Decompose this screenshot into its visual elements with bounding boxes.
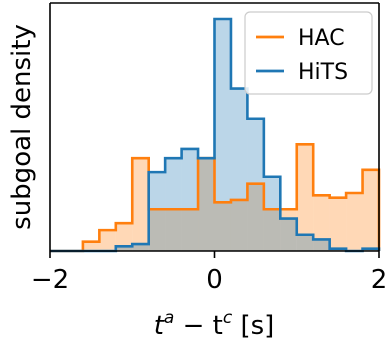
hits-bar: [263, 176, 281, 251]
hits-bar: [230, 88, 248, 251]
hac-bar: [82, 241, 100, 251]
hits-bar: [313, 239, 330, 251]
hits-bars: [115, 19, 379, 251]
y-axis-label: subgoal density: [7, 24, 37, 230]
hits-bar: [165, 158, 182, 251]
hac-bar: [313, 195, 330, 251]
hits-bar: [280, 218, 297, 251]
x-tick-label: −2: [31, 265, 69, 295]
hac-bar: [148, 209, 166, 251]
x-axis-label: ta − tc [s]: [154, 308, 275, 341]
legend-label-hits: HiTS: [298, 60, 348, 85]
hac-bar: [247, 183, 264, 251]
x-axis-ticks: −2 0 2: [31, 251, 386, 295]
hac-bar: [346, 193, 363, 251]
hac-bar: [362, 169, 379, 251]
hac-bar: [296, 144, 314, 251]
hac-bar: [230, 199, 248, 251]
legend-box: [244, 11, 373, 95]
hac-bar: [214, 202, 231, 251]
hits-bar: [214, 19, 231, 251]
hits-bar: [132, 244, 149, 251]
x-tick-label: 2: [371, 265, 386, 295]
hac-bar: [329, 197, 347, 251]
hac-bars: [82, 144, 379, 251]
hac-outline: [50, 142, 381, 253]
hac-bar: [115, 223, 133, 251]
hac-bar: [181, 209, 199, 251]
legend: HAC HiTS: [244, 11, 373, 95]
legend-label-hac: HAC: [298, 26, 345, 51]
hac-bar: [99, 230, 116, 251]
hits-bar: [115, 246, 133, 251]
hac-bar: [263, 209, 281, 251]
hits-bar: [198, 158, 215, 251]
hits-outline: [50, 17, 381, 253]
x-tick-label: 0: [206, 265, 223, 295]
hits-bar: [296, 234, 314, 251]
hac-bar: [132, 158, 149, 251]
hits-bar: [148, 172, 166, 251]
hac-bar: [165, 209, 182, 251]
hits-bar: [181, 148, 199, 251]
hac-bar: [198, 158, 215, 251]
